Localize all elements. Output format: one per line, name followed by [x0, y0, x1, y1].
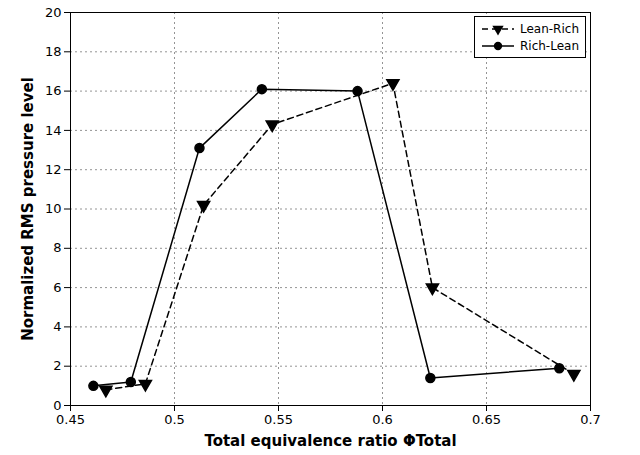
svg-text:0.65: 0.65	[472, 412, 501, 427]
svg-text:4: 4	[53, 319, 61, 334]
html-text:Lean-Rich: Lean-Rich	[520, 21, 579, 36]
svg-text:0.6: 0.6	[372, 412, 393, 427]
svg-text:0.5: 0.5	[164, 412, 185, 427]
svg-text:Total equivalence ratio ΦTotal: Total equivalence ratio ΦTotal	[204, 432, 456, 450]
svg-text:10: 10	[45, 201, 62, 216]
svg-text:0.7: 0.7	[580, 412, 601, 427]
svg-text:20: 20	[45, 5, 62, 20]
svg-text:0.55: 0.55	[264, 412, 293, 427]
svg-text:12: 12	[45, 162, 62, 177]
svg-text:0: 0	[53, 398, 61, 413]
svg-text:0.45: 0.45	[56, 412, 85, 427]
svg-text:8: 8	[53, 240, 61, 255]
svg-text:16: 16	[45, 83, 62, 98]
svg-text:14: 14	[45, 123, 62, 138]
svg-text:Normalized RMS pressure level: Normalized RMS pressure level	[19, 77, 37, 341]
svg-text:2: 2	[53, 358, 61, 373]
html-text:Rich-Lean: Rich-Lean	[520, 38, 579, 53]
svg-text:18: 18	[45, 44, 62, 59]
svg-text:6: 6	[53, 280, 61, 295]
